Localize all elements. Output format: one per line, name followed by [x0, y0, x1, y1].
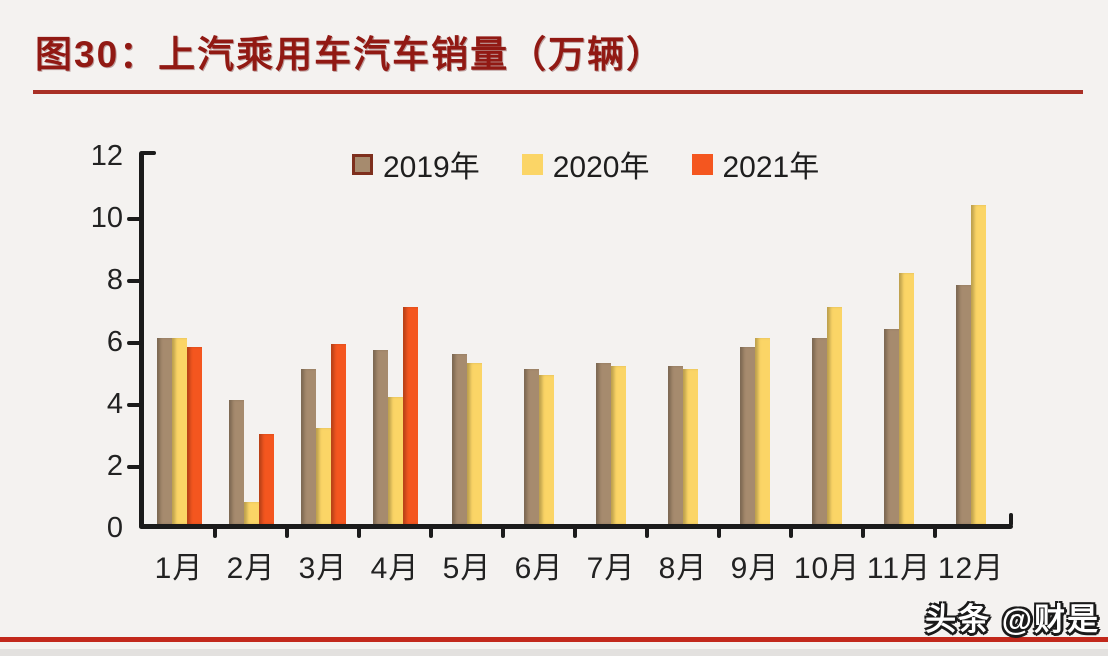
bar-2020年-5月: [467, 362, 482, 524]
footer-strip: [0, 649, 1108, 656]
bar-2019年-12月: [956, 285, 971, 524]
x-axis-tick-label: 6月: [514, 552, 564, 585]
bar-2020年-10月: [827, 307, 842, 524]
bar-2021年-4月: [402, 307, 418, 524]
x-axis-tick-mark: [645, 527, 649, 538]
bar-2019年-1月: [156, 338, 172, 524]
x-axis-tick-label: 8月: [658, 552, 708, 585]
x-axis-end-serif: [1009, 513, 1013, 526]
bar-2019年-7月: [596, 362, 611, 524]
bar-group-3月: [287, 152, 359, 524]
legend-item-2021: 2021年: [691, 142, 820, 186]
x-axis-line: [139, 524, 1013, 529]
bar-2019年-10月: [812, 338, 827, 524]
bar-group-11月: [863, 152, 935, 524]
y-axis-tick-label: 2: [106, 450, 123, 482]
bar-2020年-12月: [971, 204, 986, 524]
bar-2019年-9月: [740, 347, 755, 524]
bar-2019年-6月: [524, 369, 539, 524]
bar-2020年-6月: [539, 375, 554, 524]
x-axis-tick-label: 7月: [586, 552, 636, 585]
figure-title: 图30：上汽乘用车汽车销量（万辆）: [35, 34, 666, 75]
bar-group-8月: [647, 152, 719, 524]
legend-item-2019: 2019年: [352, 142, 480, 186]
chart-legend: 2019年 2020年 2021年: [352, 142, 819, 186]
x-axis-tick-label: 11月: [866, 552, 932, 585]
y-axis-top-serif: [141, 151, 156, 155]
y-axis-tick-label: 0: [106, 512, 123, 544]
bar-2019年-5月: [452, 353, 467, 524]
bar-group-6月: [503, 152, 575, 524]
bar-group-12月: [935, 152, 1007, 524]
footer-rule: [0, 637, 1108, 642]
x-axis-tick-mark: [501, 527, 505, 538]
y-axis-tick-label: 4: [106, 388, 123, 420]
x-axis-tick-mark: [573, 527, 577, 538]
bar-2020年-11月: [899, 272, 914, 524]
bar-2019年-2月: [228, 400, 244, 524]
bar-2019年-3月: [300, 369, 316, 524]
x-axis-tick-mark: [285, 527, 289, 538]
bar-2021年-2月: [258, 434, 274, 524]
legend-label-2021: 2021年: [722, 151, 820, 184]
legend-item-2020: 2020年: [521, 142, 650, 186]
bar-2020年-2月: [243, 502, 259, 524]
bar-group-1月: [143, 152, 215, 524]
title-underline-rule: [33, 90, 1083, 94]
bar-2021年-1月: [186, 347, 202, 524]
y-axis-tick-mark: [127, 465, 141, 469]
x-axis-tick-label: 3月: [298, 552, 348, 585]
bar-group-4月: [359, 152, 431, 524]
x-axis-tick-label: 2月: [226, 552, 276, 585]
y-axis-tick-label: 6: [106, 326, 123, 358]
bar-2020年-3月: [315, 427, 331, 524]
bar-group-10月: [791, 152, 863, 524]
y-axis-tick-label: 12: [90, 140, 123, 172]
x-axis-tick-mark: [789, 527, 793, 538]
legend-label-2019: 2019年: [383, 151, 480, 184]
bar-group-9月: [719, 152, 791, 524]
y-axis-tick-mark: [127, 217, 141, 221]
x-axis-tick-label: 12月: [937, 552, 1005, 585]
bar-2020年-9月: [755, 338, 770, 524]
x-axis-tick-label: 4月: [370, 552, 420, 585]
y-axis-tick-label: 8: [106, 264, 123, 296]
legend-swatch-2020-icon: [521, 153, 543, 175]
x-axis-tick-mark: [861, 527, 865, 538]
bar-2020年-4月: [387, 396, 403, 524]
legend-swatch-2021-icon: [691, 153, 713, 175]
x-axis-tick-mark: [429, 527, 433, 538]
bar-2019年-8月: [668, 365, 683, 524]
x-axis-tick-label: 9月: [730, 552, 780, 585]
bar-2019年-11月: [884, 328, 899, 524]
bar-group-7月: [575, 152, 647, 524]
bar-group-5月: [431, 152, 503, 524]
y-axis-tick-mark: [127, 403, 141, 407]
y-axis-tick-label: 10: [90, 202, 123, 234]
bar-2020年-8月: [683, 369, 698, 524]
bar-2021年-3月: [330, 344, 346, 524]
x-axis-tick-mark: [213, 527, 217, 538]
x-axis-tick-mark: [357, 527, 361, 538]
x-axis-tick-mark: [717, 527, 721, 538]
x-axis-tick-label: 10月: [793, 552, 861, 585]
x-axis-tick-label: 1月: [154, 552, 204, 585]
x-axis-tick-label: 5月: [442, 552, 492, 585]
bar-2019年-4月: [372, 350, 388, 524]
x-axis-tick-mark: [933, 527, 937, 538]
bar-2020年-1月: [171, 338, 187, 524]
legend-swatch-2019-icon: [352, 153, 373, 175]
bar-group-2月: [215, 152, 287, 524]
y-axis-tick-mark: [127, 279, 141, 283]
legend-label-2020: 2020年: [552, 151, 650, 184]
y-axis-tick-mark: [127, 341, 141, 345]
y-axis-line: [139, 151, 144, 529]
bar-2020年-7月: [611, 365, 626, 524]
watermark: 头条 @财是: [925, 602, 1100, 637]
